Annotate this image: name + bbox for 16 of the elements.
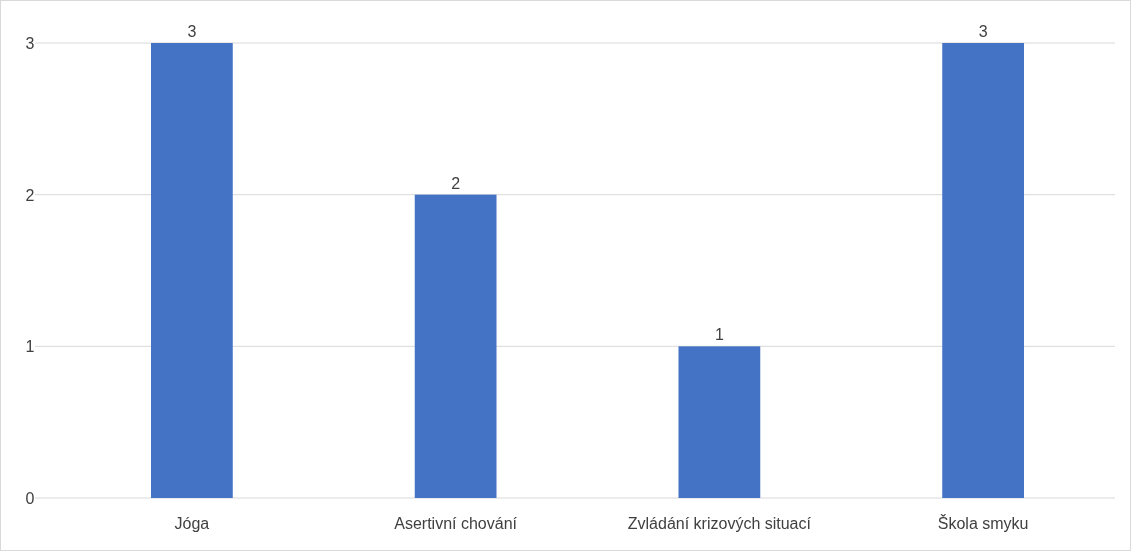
y-tick-label: 2	[25, 186, 35, 204]
x-tick-label: Asertivní chování	[394, 515, 518, 532]
y-tick-label: 3	[25, 35, 35, 52]
y-tick-label: 1	[25, 338, 35, 356]
y-tick-label: 0	[25, 490, 35, 507]
bar	[678, 346, 761, 498]
bar	[414, 194, 497, 498]
bar	[942, 43, 1025, 498]
bar	[150, 43, 233, 498]
data-label: 3	[978, 23, 988, 40]
x-tick-label: Jóga	[174, 515, 210, 532]
x-tick-label: Zvládání krizových situací	[627, 515, 812, 532]
data-label: 3	[187, 23, 197, 40]
x-tick-label: Škola smyku	[937, 514, 1029, 532]
data-label: 2	[451, 174, 461, 192]
data-label: 1	[714, 326, 724, 344]
